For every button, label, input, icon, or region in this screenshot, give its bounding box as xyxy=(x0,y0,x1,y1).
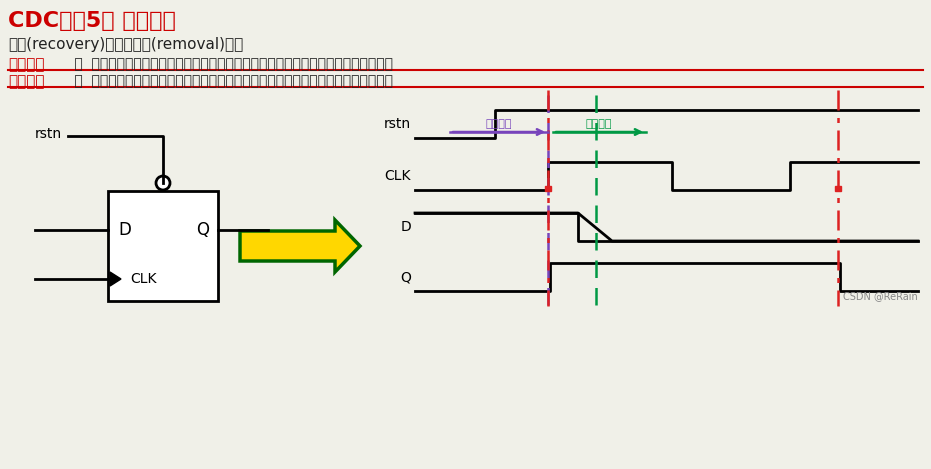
Text: 移除时间: 移除时间 xyxy=(8,74,45,89)
Polygon shape xyxy=(110,272,121,286)
Text: Q: Q xyxy=(196,220,209,239)
Text: rstn: rstn xyxy=(35,127,62,141)
Text: －  在有效的时钟沿到来之后，触发器的异步复位信号释放时所要保持不变的最小时间: － 在有效的时钟沿到来之后，触发器的异步复位信号释放时所要保持不变的最小时间 xyxy=(70,74,393,88)
Text: 恢复时间: 恢复时间 xyxy=(486,119,512,129)
Polygon shape xyxy=(240,220,360,272)
Text: CDC问题5： 异步复位: CDC问题5： 异步复位 xyxy=(8,11,176,31)
Text: rstn: rstn xyxy=(384,117,411,131)
Text: CLK: CLK xyxy=(130,272,156,286)
Bar xyxy=(108,191,218,301)
Circle shape xyxy=(156,176,170,190)
Text: 恢复时间: 恢复时间 xyxy=(8,57,45,72)
Text: Q: Q xyxy=(400,270,411,284)
Text: －  在有效的时钟沿到来之前，触发器的异步复位信号释放时所要提前释放的最小时间: － 在有效的时钟沿到来之前，触发器的异步复位信号释放时所要提前释放的最小时间 xyxy=(70,57,393,71)
Text: D: D xyxy=(400,220,411,234)
Text: CLK: CLK xyxy=(385,169,411,183)
Text: 恢复(recovery)时间和移除(removal)时间: 恢复(recovery)时间和移除(removal)时间 xyxy=(8,37,243,52)
Bar xyxy=(835,186,841,191)
Text: D: D xyxy=(118,220,131,239)
Bar xyxy=(545,186,551,191)
Text: CSDN @ReRain: CSDN @ReRain xyxy=(843,291,918,301)
Text: 移除时间: 移除时间 xyxy=(586,119,613,129)
